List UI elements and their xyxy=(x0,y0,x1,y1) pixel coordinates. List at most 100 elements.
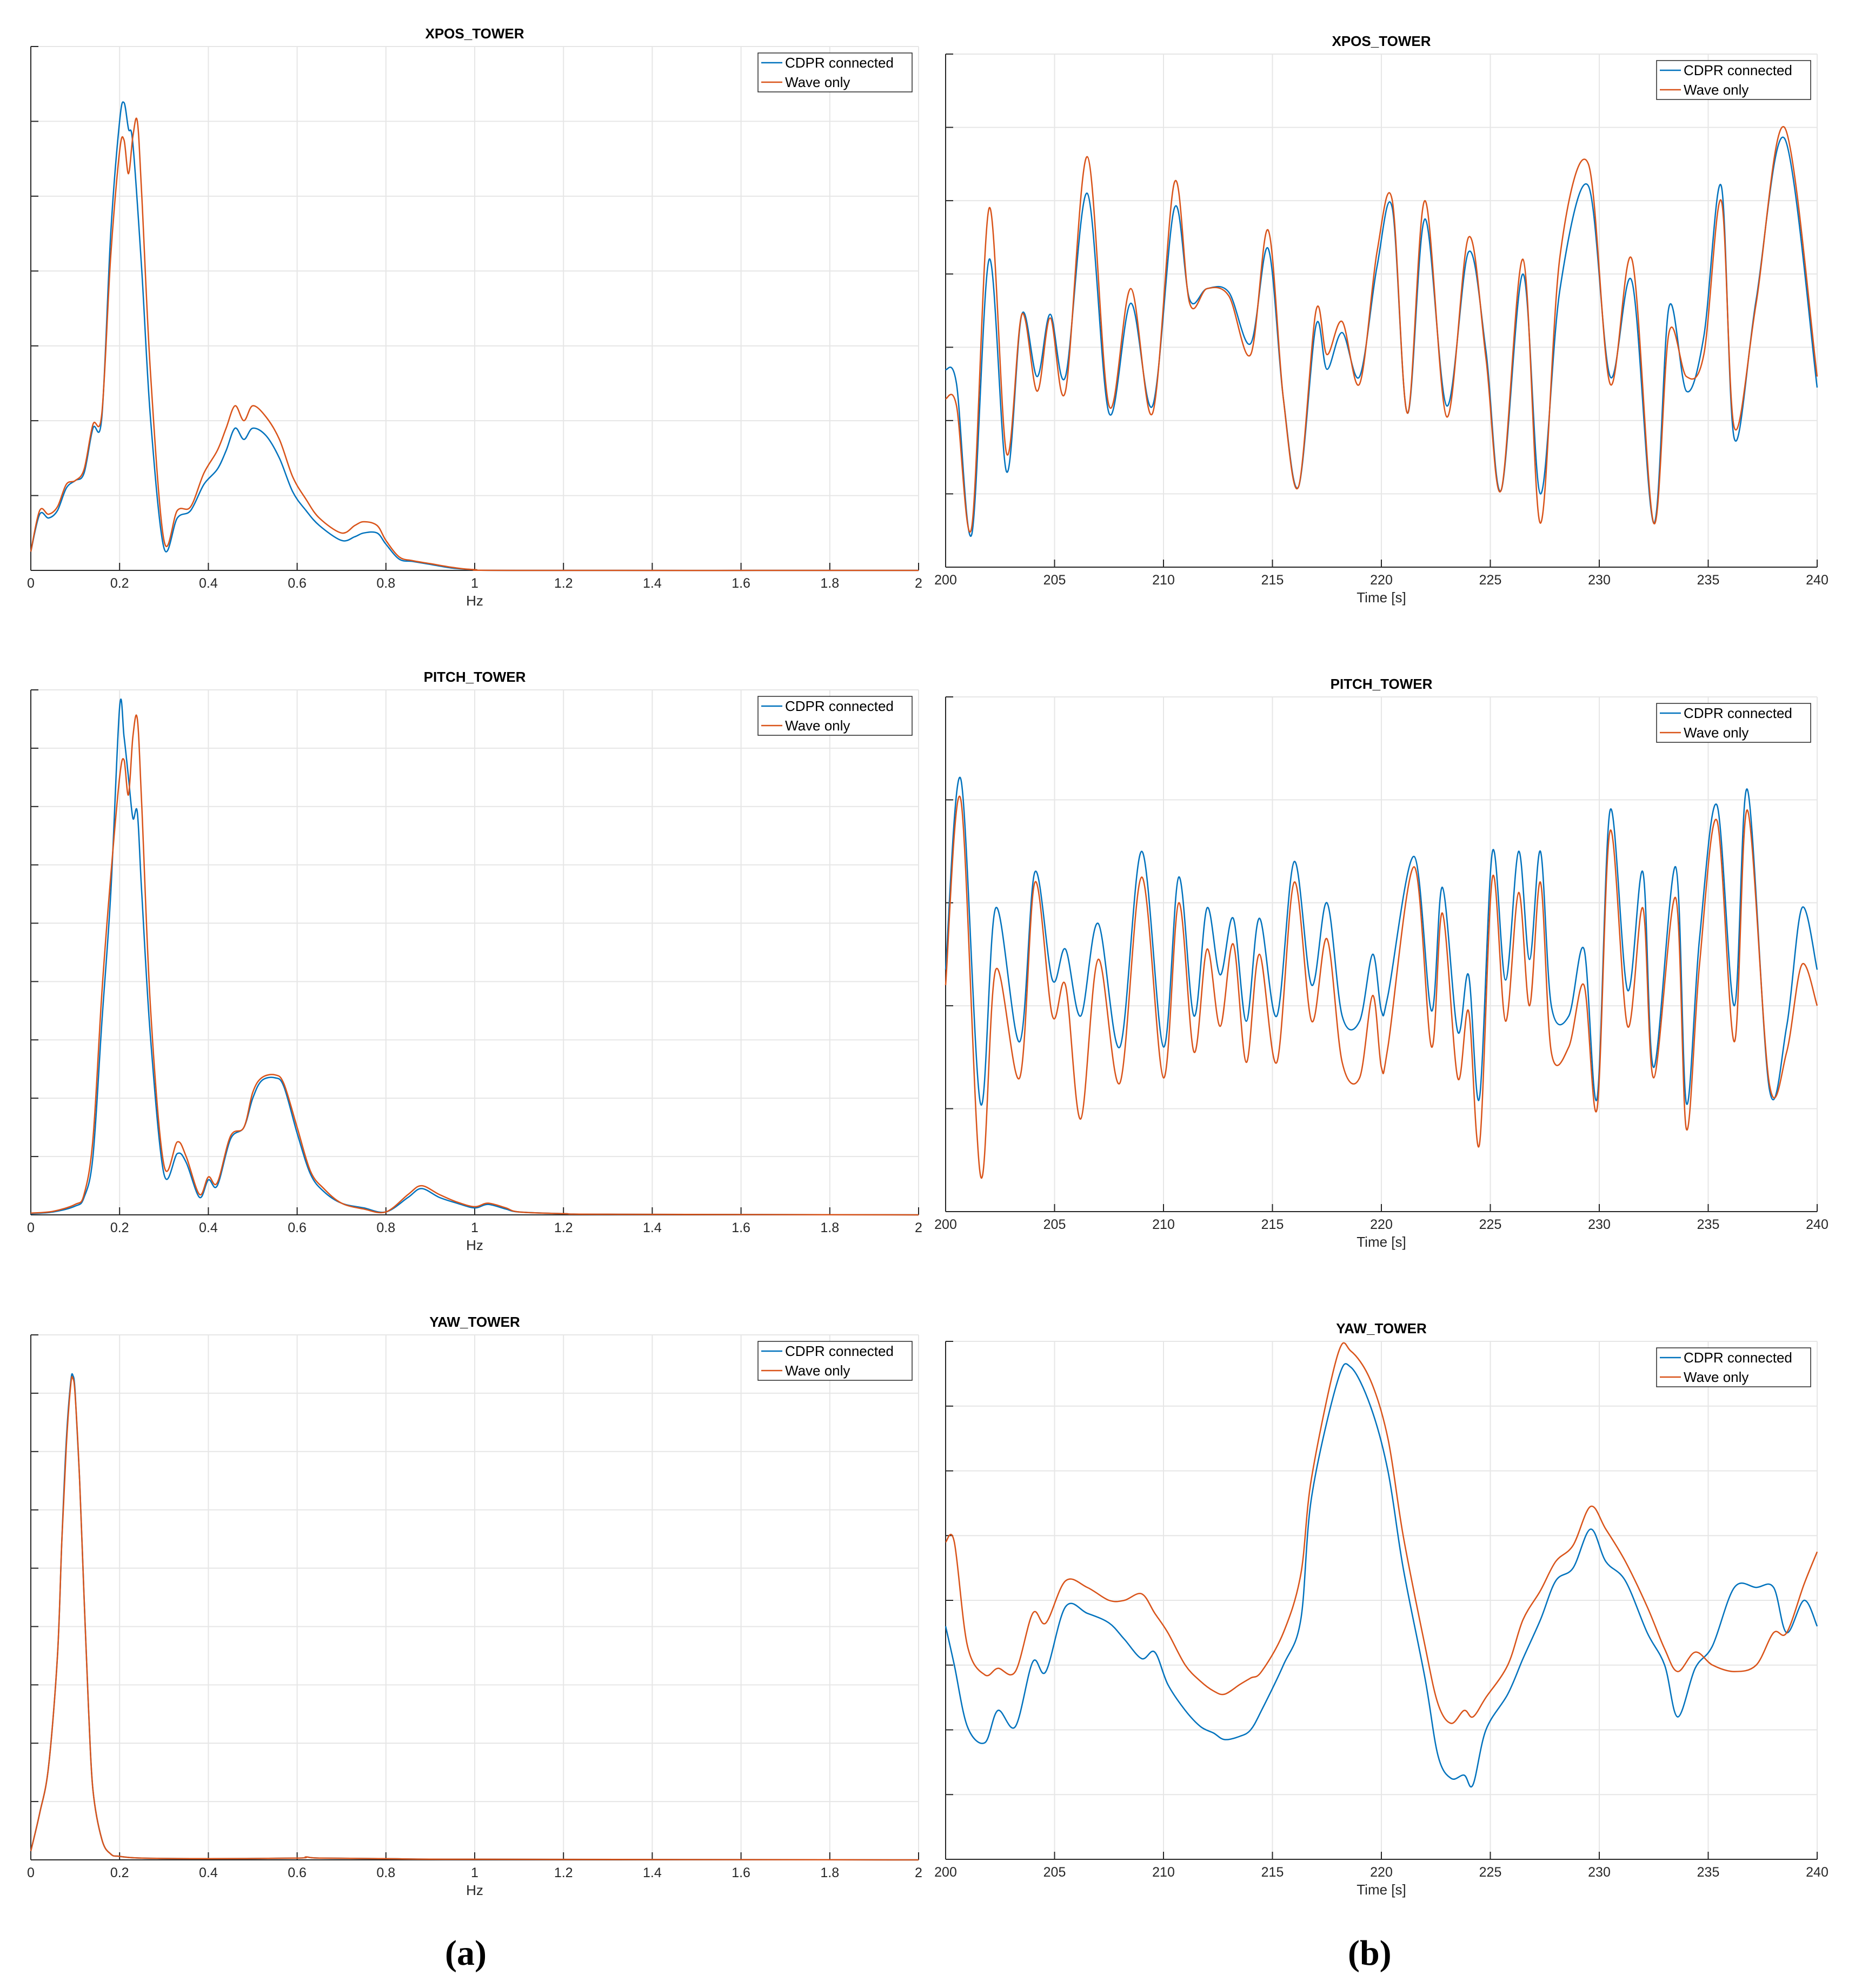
x-tick-label: 0.6 xyxy=(288,1865,307,1880)
series-line-1 xyxy=(30,698,919,1216)
x-tick-label: 210 xyxy=(1152,1217,1175,1232)
legend-box xyxy=(1656,703,1811,743)
x-tick-label: 230 xyxy=(1588,1217,1611,1232)
x-tick-label: 235 xyxy=(1697,1217,1720,1232)
series-line-2 xyxy=(30,117,919,571)
x-tick-label: 220 xyxy=(1370,1865,1393,1880)
legend-label-1: CDPR connected xyxy=(785,1343,894,1359)
x-axis-label: Hz xyxy=(466,593,483,609)
caption-b: (b) xyxy=(1348,1933,1392,1973)
legend-box xyxy=(757,1341,913,1381)
x-tick-label: 1.8 xyxy=(820,1220,839,1235)
legend-label-1: CDPR connected xyxy=(785,55,894,71)
legend-label-2: Wave only xyxy=(785,74,850,90)
chart-b2: 200 205 210 215 220 225 230 235 240 Time [s] PITCH… xyxy=(934,676,1829,1250)
x-tick-label: 0.6 xyxy=(288,576,307,591)
legend-label-2: Wave only xyxy=(1684,724,1748,741)
x-tick-label: 240 xyxy=(1806,573,1829,588)
legend-label-1: CDPR connected xyxy=(1684,62,1792,78)
x-tick-label: 205 xyxy=(1043,1217,1066,1232)
chart-a3: 0 0.2 0.4 0.6 0.8 1 1.2 1.4 1.6 1.8 2 Hz YAW_TOWER CD… xyxy=(27,1314,922,1898)
x-tick-label: 0.8 xyxy=(376,1220,395,1235)
x-tick-label: 0.4 xyxy=(199,1220,218,1235)
chart-title: YAW_TOWER xyxy=(1336,1320,1427,1337)
legend: CDPR connected Wave only xyxy=(757,1341,913,1381)
legend: CDPR connected Wave only xyxy=(1656,703,1811,743)
x-tick-label: 0 xyxy=(27,1220,35,1235)
x-tick-label: 220 xyxy=(1370,1217,1393,1232)
x-tick-label: 215 xyxy=(1261,1865,1284,1880)
x-axis-label: Hz xyxy=(466,1237,483,1253)
legend-box xyxy=(757,696,913,736)
x-tick-label: 1.6 xyxy=(732,1865,750,1880)
chart-title: YAW_TOWER xyxy=(429,1314,520,1330)
legend: CDPR connected Wave only xyxy=(1656,60,1811,100)
x-tick-label: 225 xyxy=(1479,573,1502,588)
chart-b1: 200 205 210 215 220 225 230 235 240 Time [s] XPOS_… xyxy=(934,33,1829,606)
legend-box xyxy=(1656,60,1811,100)
x-tick-label: 1 xyxy=(471,576,478,591)
caption-a: (a) xyxy=(445,1933,487,1973)
legend: CDPR connected Wave only xyxy=(757,52,913,92)
chart-a1: 0 0.2 0.4 0.6 0.8 1 1.2 1.4 1.6 1.8 2 Hz XPOS_TOWER C… xyxy=(27,25,922,609)
series-line-2 xyxy=(945,125,1818,533)
x-tick-label: 1.2 xyxy=(554,576,573,591)
series-line-2 xyxy=(945,1342,1818,1724)
x-tick-label: 235 xyxy=(1697,573,1720,588)
x-tick-label: 240 xyxy=(1806,1217,1829,1232)
x-tick-label: 1.4 xyxy=(643,1865,662,1880)
x-tick-label: 0.8 xyxy=(376,1865,395,1880)
x-tick-label: 220 xyxy=(1370,573,1393,588)
chart-title: XPOS_TOWER xyxy=(425,25,524,42)
x-tick-label: 0.4 xyxy=(199,576,218,591)
x-tick-label: 200 xyxy=(934,1865,957,1880)
series-line-2 xyxy=(945,795,1818,1179)
legend-label-1: CDPR connected xyxy=(785,698,894,714)
x-tick-label: 0.2 xyxy=(110,1220,129,1235)
x-tick-label: 0.4 xyxy=(199,1865,218,1880)
x-tick-label: 1.6 xyxy=(732,1220,750,1235)
legend-label-1: CDPR connected xyxy=(1684,705,1792,721)
x-tick-label: 0 xyxy=(27,1865,35,1880)
x-tick-label: 1.8 xyxy=(820,576,839,591)
x-tick-label: 215 xyxy=(1261,1217,1284,1232)
x-tick-label: 0.2 xyxy=(110,1865,129,1880)
x-axis-label: Time [s] xyxy=(1357,1881,1406,1898)
series-line-2 xyxy=(30,714,919,1216)
x-tick-label: 215 xyxy=(1261,573,1284,588)
x-tick-label: 205 xyxy=(1043,573,1066,588)
x-tick-label: 1.6 xyxy=(732,576,750,591)
x-tick-label: 1 xyxy=(471,1865,478,1880)
legend-box xyxy=(757,52,913,92)
x-tick-label: 210 xyxy=(1152,573,1175,588)
series-line-2 xyxy=(30,1375,919,1861)
x-tick-label: 0.8 xyxy=(376,576,395,591)
chart-a2: 0 0.2 0.4 0.6 0.8 1 1.2 1.4 1.6 1.8 2 Hz PITCH_TOWER… xyxy=(27,669,922,1253)
legend-box xyxy=(1656,1347,1811,1387)
x-tick-label: 205 xyxy=(1043,1865,1066,1880)
x-tick-label: 240 xyxy=(1806,1865,1829,1880)
x-tick-label: 1.8 xyxy=(820,1865,839,1880)
legend-label-2: Wave only xyxy=(1684,1369,1748,1385)
series-line-1 xyxy=(945,776,1818,1106)
series-line-1 xyxy=(945,136,1818,537)
x-tick-label: 0.6 xyxy=(288,1220,307,1235)
chart-title: XPOS_TOWER xyxy=(1332,33,1431,49)
x-axis-label: Time [s] xyxy=(1357,1234,1406,1250)
x-tick-label: 2 xyxy=(915,576,922,591)
series-line-1 xyxy=(30,101,919,571)
legend: CDPR connected Wave only xyxy=(757,696,913,736)
x-tick-label: 200 xyxy=(934,1217,957,1232)
chart-b3: 200 205 210 215 220 225 230 235 240 Time [s] YAW_T… xyxy=(934,1320,1829,1898)
x-tick-label: 230 xyxy=(1588,573,1611,588)
chart-title: PITCH_TOWER xyxy=(1331,676,1433,692)
legend-label-1: CDPR connected xyxy=(1684,1349,1792,1366)
legend: CDPR connected Wave only xyxy=(1656,1347,1811,1387)
x-tick-label: 200 xyxy=(934,573,957,588)
legend-label-2: Wave only xyxy=(785,717,850,734)
x-tick-label: 1.4 xyxy=(643,576,662,591)
x-tick-label: 225 xyxy=(1479,1217,1502,1232)
legend-label-2: Wave only xyxy=(1684,82,1748,98)
x-axis-label: Hz xyxy=(466,1882,483,1898)
